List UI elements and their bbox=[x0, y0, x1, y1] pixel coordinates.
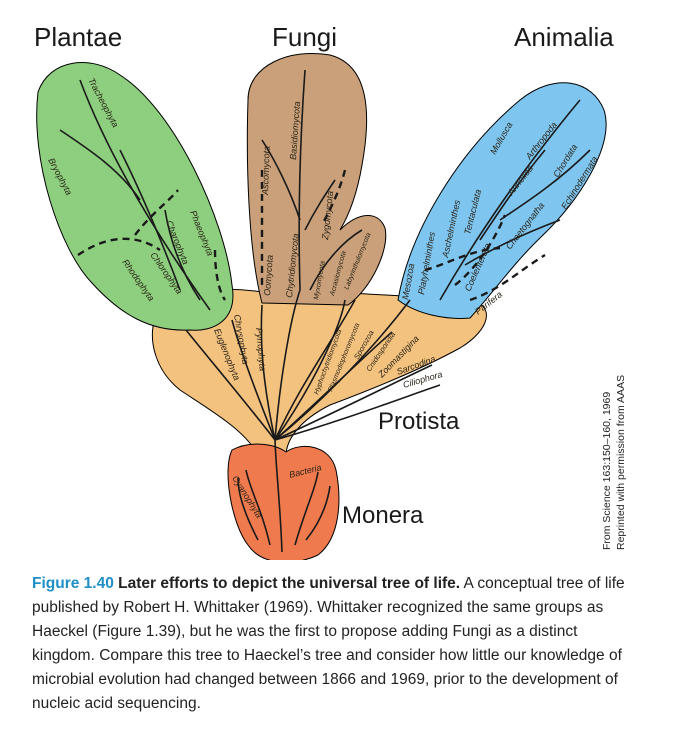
label-ascomycota: Ascomycota bbox=[260, 146, 272, 196]
animalia-region bbox=[397, 82, 607, 319]
kingdom-title-fungi: Fungi bbox=[272, 22, 338, 52]
figure-caption-body: A conceptual tree of life published by R… bbox=[32, 575, 625, 712]
plantae-region bbox=[36, 62, 234, 331]
kingdom-title-animalia: Animalia bbox=[514, 22, 614, 52]
monera-region bbox=[227, 443, 340, 563]
label-basidiomycota: Basidiomycota bbox=[288, 101, 302, 160]
credit-line-2: Reprinted with permission from AAAS bbox=[615, 374, 627, 550]
figure-caption: Figure 1.40 Later efforts to depict the … bbox=[32, 572, 644, 716]
branch-lines bbox=[59, 69, 591, 553]
figure-number: Figure 1.40 bbox=[32, 575, 114, 592]
whittaker-tree-figure: Tracheophyta Bryophyta Phaeophyta Charop… bbox=[34, 22, 660, 563]
image-credit: From Science 163:150–160, 1969 Reprinted… bbox=[600, 374, 660, 550]
label-pyrrophyta: Pyrrophyta bbox=[254, 327, 268, 371]
kingdom-title-monera: Monera bbox=[342, 502, 424, 529]
fungi-region bbox=[246, 53, 387, 306]
credit-line-1: From Science 163:150–160, 1969 bbox=[601, 391, 613, 550]
kingdom-title-plantae: Plantae bbox=[34, 22, 123, 52]
label-oomycota: Oomycota bbox=[262, 255, 275, 297]
dashed-boundaries bbox=[77, 169, 546, 302]
tree-diagram: Tracheophyta Bryophyta Phaeophyta Charop… bbox=[36, 53, 607, 563]
kingdom-title-protista: Protista bbox=[378, 408, 460, 435]
figure-title: Later efforts to depict the universal tr… bbox=[118, 575, 461, 592]
